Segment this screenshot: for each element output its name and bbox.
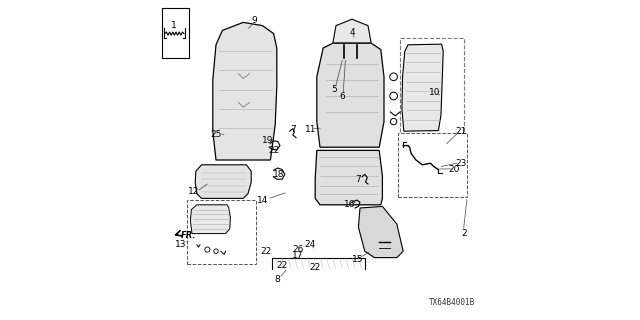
Polygon shape	[358, 206, 403, 258]
Text: 2: 2	[461, 229, 467, 238]
Text: 12: 12	[188, 188, 199, 196]
Bar	[398, 133, 467, 197]
Polygon shape	[315, 150, 383, 205]
Text: 13: 13	[175, 240, 186, 249]
Polygon shape	[212, 22, 277, 160]
Text: 22: 22	[260, 247, 272, 256]
Circle shape	[390, 73, 397, 81]
Polygon shape	[402, 44, 443, 131]
Polygon shape	[191, 205, 230, 234]
Text: 15: 15	[352, 255, 364, 264]
Bar	[400, 38, 464, 138]
Text: 9: 9	[252, 16, 257, 25]
Text: 26: 26	[292, 245, 303, 254]
Text: 19: 19	[262, 136, 274, 145]
Circle shape	[205, 247, 210, 252]
Text: 23: 23	[455, 159, 467, 168]
Text: FR.: FR.	[181, 231, 196, 240]
Text: 16: 16	[344, 200, 355, 209]
Text: 18: 18	[273, 170, 284, 179]
Text: 4: 4	[349, 28, 355, 36]
Bar	[161, 8, 189, 58]
Text: 22: 22	[276, 261, 287, 270]
Text: 17: 17	[292, 252, 303, 260]
Polygon shape	[195, 165, 251, 198]
Text: 11: 11	[305, 125, 316, 134]
Circle shape	[214, 249, 218, 253]
Text: 8: 8	[275, 276, 280, 284]
Text: 14: 14	[257, 196, 269, 204]
Text: 24: 24	[305, 240, 316, 249]
Text: 20: 20	[449, 165, 460, 174]
Polygon shape	[333, 19, 371, 43]
Text: 21: 21	[455, 127, 467, 136]
Text: TX64B4001B: TX64B4001B	[429, 298, 475, 307]
Circle shape	[390, 118, 397, 125]
Text: 5: 5	[332, 85, 337, 94]
Bar	[187, 200, 256, 264]
Text: 22: 22	[269, 146, 280, 155]
Text: 7: 7	[290, 125, 296, 134]
Text: 10: 10	[429, 88, 441, 97]
Text: 6: 6	[340, 92, 345, 100]
Circle shape	[390, 92, 397, 100]
Text: 1: 1	[171, 21, 176, 30]
Text: 7: 7	[356, 175, 361, 184]
Text: 22: 22	[310, 263, 321, 272]
Polygon shape	[317, 43, 384, 147]
Text: 25: 25	[211, 130, 221, 139]
